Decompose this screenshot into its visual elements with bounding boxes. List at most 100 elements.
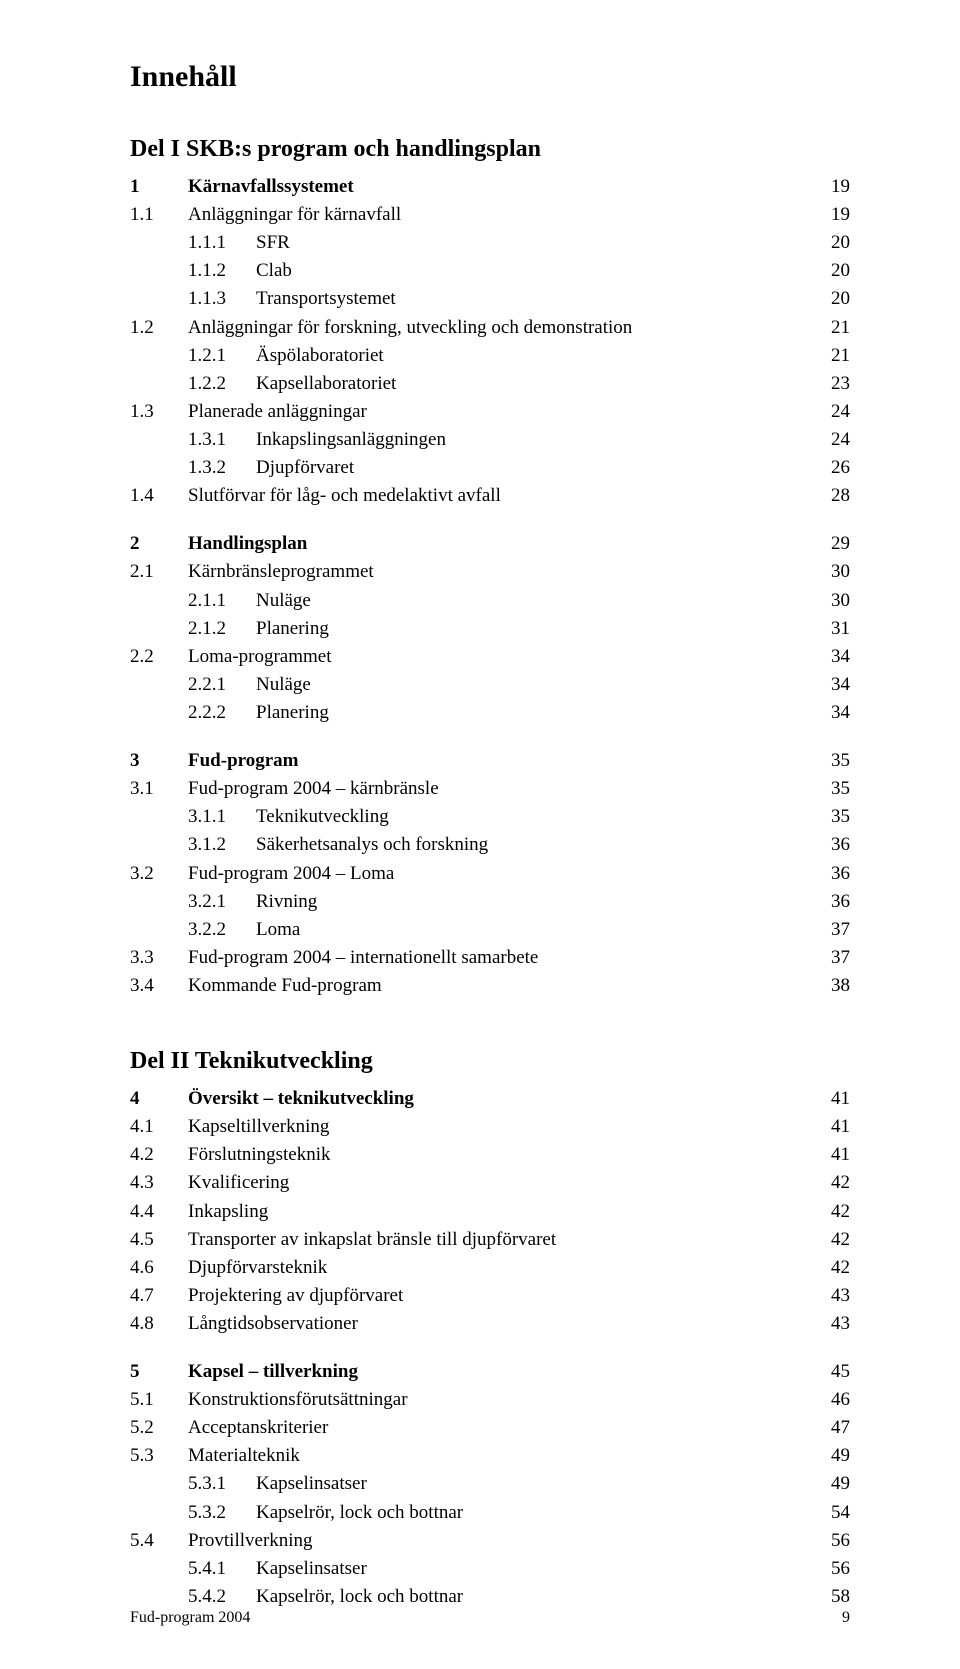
toc-row: 1.3Planerade anläggningar24 [130, 398, 850, 426]
toc-page: 35 [820, 747, 850, 775]
toc-page: 30 [820, 587, 850, 615]
toc-number: 1.1 [130, 201, 188, 229]
toc-page: 41 [820, 1113, 850, 1141]
toc-row: 2.2.1Nuläge34 [130, 671, 850, 699]
toc-text: Kapselrör, lock och bottnar [256, 1499, 820, 1527]
toc-row: 5.3.2Kapselrör, lock och bottnar54 [130, 1499, 850, 1527]
toc-number: 5.1 [130, 1386, 188, 1414]
toc-number: 4.7 [130, 1282, 188, 1310]
toc-row: 4.1Kapseltillverkning41 [130, 1113, 850, 1141]
toc-page: 56 [820, 1555, 850, 1583]
toc-row: 1.1.2Clab20 [130, 257, 850, 285]
toc-page: 20 [820, 229, 850, 257]
toc-number: 1.1.2 [188, 257, 256, 285]
toc-text: Kapsel – tillverkning [188, 1358, 820, 1386]
toc-title: Innehåll [130, 60, 850, 94]
toc-text: Långtidsobservationer [188, 1310, 820, 1338]
toc-text: SFR [256, 229, 820, 257]
toc-number: 5.2 [130, 1414, 188, 1442]
toc-page: 41 [820, 1141, 850, 1169]
toc-number: 1.2.2 [188, 370, 256, 398]
toc-text: Kapseltillverkning [188, 1113, 820, 1141]
toc-row: 5Kapsel – tillverkning45 [130, 1358, 850, 1386]
toc-row: 1.2.1Äspölaboratoriet21 [130, 342, 850, 370]
toc-row: 5.4.1Kapselinsatser56 [130, 1555, 850, 1583]
toc-row: 4.6Djupförvarsteknik42 [130, 1254, 850, 1282]
toc-row: 3Fud-program35 [130, 747, 850, 775]
toc-page: 41 [820, 1085, 850, 1113]
toc-number: 4.5 [130, 1226, 188, 1254]
toc-text: Fud-program 2004 – internationellt samar… [188, 944, 820, 972]
footer-left: Fud-program 2004 [130, 1609, 250, 1627]
toc-row: 3.2.1Rivning36 [130, 888, 850, 916]
toc-number: 5.4.2 [188, 1583, 256, 1611]
toc-row: 1Kärnavfallssystemet19 [130, 173, 850, 201]
toc-text: Handlingsplan [188, 530, 820, 558]
toc-page: 34 [820, 671, 850, 699]
toc-text: Transporter av inkapslat bränsle till dj… [188, 1226, 820, 1254]
toc-row: 5.4Provtillverkning56 [130, 1527, 850, 1555]
toc-page: 30 [820, 558, 850, 586]
toc-page: 42 [820, 1198, 850, 1226]
toc-number: 5.3.1 [188, 1470, 256, 1498]
toc-row: 4.2Förslutningsteknik41 [130, 1141, 850, 1169]
toc-body: Del I SKB:s program och handlingsplan1Kä… [130, 136, 850, 1611]
toc-number: 3 [130, 747, 188, 775]
toc-text: Kapselinsatser [256, 1470, 820, 1498]
toc-number: 2.1 [130, 558, 188, 586]
toc-number: 2.2.2 [188, 699, 256, 727]
toc-text: Översikt – teknikutveckling [188, 1085, 820, 1113]
toc-number: 5.4.1 [188, 1555, 256, 1583]
toc-row: 1.1.1SFR20 [130, 229, 850, 257]
toc-text: Inkapslingsanläggningen [256, 426, 820, 454]
toc-page: 36 [820, 860, 850, 888]
toc-page: 21 [820, 342, 850, 370]
toc-page: 37 [820, 944, 850, 972]
toc-text: Fud-program 2004 – kärnbränsle [188, 775, 820, 803]
toc-row: 5.3.1Kapselinsatser49 [130, 1470, 850, 1498]
toc-row: 1.4Slutförvar för låg- och medelaktivt a… [130, 482, 850, 510]
toc-number: 5 [130, 1358, 188, 1386]
toc-row: 2Handlingsplan29 [130, 530, 850, 558]
toc-number: 3.1 [130, 775, 188, 803]
toc-page: 37 [820, 916, 850, 944]
toc-row: 5.2Acceptanskriterier47 [130, 1414, 850, 1442]
toc-row: 3.2Fud-program 2004 – Loma36 [130, 860, 850, 888]
toc-number: 1.1.3 [188, 285, 256, 313]
toc-page: 20 [820, 285, 850, 313]
toc-row: 2.1.2Planering31 [130, 615, 850, 643]
toc-number: 4.4 [130, 1198, 188, 1226]
toc-page: 31 [820, 615, 850, 643]
part-heading: Del II Teknikutveckling [130, 1048, 850, 1075]
toc-page: 36 [820, 831, 850, 859]
toc-text: Projektering av djupförvaret [188, 1282, 820, 1310]
toc-row: 2.1Kärnbränsleprogrammet30 [130, 558, 850, 586]
toc-row: 5.4.2Kapselrör, lock och bottnar58 [130, 1583, 850, 1611]
toc-text: Kapselinsatser [256, 1555, 820, 1583]
toc-page: 35 [820, 803, 850, 831]
page-footer: Fud-program 2004 9 [130, 1609, 850, 1627]
toc-number: 2 [130, 530, 188, 558]
toc-number: 2.2.1 [188, 671, 256, 699]
toc-text: Loma-programmet [188, 643, 820, 671]
toc-text: Kärnbränsleprogrammet [188, 558, 820, 586]
toc-number: 3.2 [130, 860, 188, 888]
toc-row: 4.3Kvalificering42 [130, 1169, 850, 1197]
toc-page: 54 [820, 1499, 850, 1527]
toc-text: Materialteknik [188, 1442, 820, 1470]
toc-page: 42 [820, 1169, 850, 1197]
toc-page: 49 [820, 1470, 850, 1498]
toc-row: 2.2Loma-programmet34 [130, 643, 850, 671]
toc-text: Rivning [256, 888, 820, 916]
toc-text: Acceptanskriterier [188, 1414, 820, 1442]
toc-row: 3.3Fud-program 2004 – internationellt sa… [130, 944, 850, 972]
toc-row: 3.1.2Säkerhetsanalys och forskning36 [130, 831, 850, 859]
toc-page: 28 [820, 482, 850, 510]
toc-page: 23 [820, 370, 850, 398]
toc-page: 46 [820, 1386, 850, 1414]
toc-number: 3.1.2 [188, 831, 256, 859]
toc-number: 5.3 [130, 1442, 188, 1470]
toc-number: 5.3.2 [188, 1499, 256, 1527]
toc-text: Planering [256, 615, 820, 643]
toc-row: 3.4Kommande Fud-program38 [130, 972, 850, 1000]
